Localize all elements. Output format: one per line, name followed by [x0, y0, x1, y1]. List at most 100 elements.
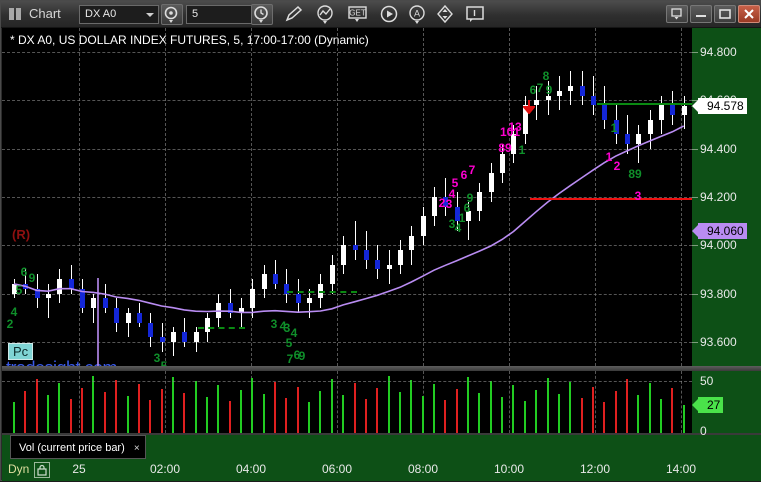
- volume-bar: [35, 379, 38, 433]
- pencil-tool-button[interactable]: [281, 4, 309, 25]
- volume-bar: [455, 388, 458, 433]
- candle-body: [636, 134, 642, 144]
- volume-bar: [319, 390, 322, 433]
- sequential-count-label: 6: [463, 201, 471, 215]
- green-dashed-trendline[interactable]: [198, 327, 245, 329]
- volume-bar: [444, 399, 447, 433]
- gridline-vertical: [509, 371, 510, 433]
- gridline-horizontal: [2, 52, 692, 54]
- volume-bar: [591, 386, 594, 433]
- volume-tab[interactable]: Vol (current price bar) ×: [10, 435, 146, 459]
- chart-canvas[interactable]: * DX A0, US DOLLAR INDEX FUTURES, 5, 17:…: [2, 28, 761, 460]
- restore-icon: [671, 8, 682, 20]
- symbol-search-button[interactable]: [161, 4, 183, 25]
- candle-body: [284, 283, 290, 294]
- sequential-count-label: 3: [270, 317, 278, 331]
- minimize-icon: [696, 15, 706, 17]
- sequential-count-label: 4: [279, 319, 287, 333]
- moving-average-line: [13, 125, 685, 366]
- price-axis-tick: 94.000: [700, 238, 737, 253]
- candle-wick: [93, 293, 95, 323]
- candle-body: [57, 279, 63, 294]
- volume-bar: [137, 384, 140, 433]
- pane-divider[interactable]: [2, 366, 761, 371]
- symbol-combo[interactable]: DX A0: [79, 5, 159, 24]
- candle-body: [522, 105, 528, 135]
- candle-body: [477, 192, 483, 212]
- price-axis[interactable]: 94.80094.60094.40094.20094.00093.80093.6…: [692, 28, 761, 366]
- play-button[interactable]: [377, 4, 405, 25]
- volume-bar: [433, 384, 435, 433]
- move-icon: [437, 4, 453, 24]
- svg-text:A: A: [414, 9, 420, 19]
- move-button[interactable]: [433, 4, 461, 25]
- annotation-button[interactable]: A: [405, 4, 433, 25]
- sequential-count-label: 9: [466, 191, 474, 205]
- volume-bar: [387, 376, 390, 433]
- candle-body: [227, 303, 233, 313]
- restore-button[interactable]: [666, 5, 688, 23]
- studies-icon: [317, 5, 333, 24]
- candle-body: [273, 274, 279, 284]
- volume-axis-tick: 0: [700, 424, 707, 438]
- price-tick-mark: [692, 52, 698, 54]
- volume-bar: [296, 386, 299, 433]
- price-pane[interactable]: * DX A0, US DOLLAR INDEX FUTURES, 5, 17:…: [2, 28, 697, 390]
- time-axis[interactable]: Dyn 25 02:00 04:00 06:00 08:00 10:00 12:00 14:0…: [2, 459, 761, 481]
- volume-bar: [625, 379, 628, 433]
- maximize-button[interactable]: [714, 5, 736, 23]
- textbox-button[interactable]: [463, 4, 491, 25]
- candle-body: [500, 153, 506, 173]
- candle-body: [68, 279, 74, 289]
- lock-icon[interactable]: [34, 462, 50, 478]
- volume-bar: [614, 390, 617, 433]
- candle-body: [193, 332, 199, 342]
- volume-bar: [126, 395, 129, 433]
- minimize-button[interactable]: [690, 5, 712, 23]
- candle-body: [329, 264, 335, 284]
- candle-body: [647, 119, 653, 135]
- green-solid-trendline[interactable]: [597, 103, 692, 105]
- close-button[interactable]: [738, 5, 760, 23]
- candle-body: [363, 250, 369, 260]
- candle-body: [114, 308, 120, 323]
- sequential-count-label: 1: [458, 211, 466, 225]
- maximize-icon: [719, 9, 731, 19]
- volume-axis[interactable]: 50 0 27: [691, 371, 761, 438]
- volume-bar: [501, 396, 504, 433]
- volume-axis-tick: 50: [700, 374, 714, 389]
- red-solid-trendline[interactable]: [530, 198, 692, 200]
- studies-button[interactable]: [313, 4, 341, 25]
- interval-combo[interactable]: 5: [186, 5, 266, 24]
- candle-body: [602, 105, 608, 120]
- volume-bar: [342, 394, 345, 433]
- volume-bar: [569, 382, 572, 433]
- volume-pane[interactable]: [2, 371, 692, 433]
- candle-body: [590, 95, 596, 106]
- candle-wick: [354, 221, 356, 260]
- candle-body: [352, 245, 358, 251]
- candle-body: [307, 298, 313, 304]
- pencil-icon: [285, 5, 303, 22]
- green-dashed-trendline[interactable]: [287, 291, 357, 293]
- candle-body: [182, 332, 188, 342]
- close-icon[interactable]: ×: [133, 443, 140, 454]
- sequential-count-label: 101: [499, 125, 521, 139]
- volume-bar: [523, 400, 526, 433]
- get-button[interactable]: GET: [345, 4, 373, 25]
- sequential-count-label: 5: [285, 336, 293, 350]
- candle-wick: [127, 308, 129, 338]
- candle-body: [409, 235, 415, 251]
- time-interval-button[interactable]: [251, 4, 273, 25]
- candle-body: [295, 293, 301, 304]
- volume-bar: [274, 382, 277, 433]
- volume-bar: [580, 397, 583, 433]
- volume-bar: [410, 380, 413, 433]
- volume-bar: [535, 389, 538, 433]
- candle-body: [432, 197, 437, 217]
- svg-text:GET: GET: [349, 9, 366, 18]
- time-axis-tick: 10:00: [493, 462, 525, 476]
- candle-body: [261, 274, 267, 289]
- volume-bar: [546, 378, 549, 433]
